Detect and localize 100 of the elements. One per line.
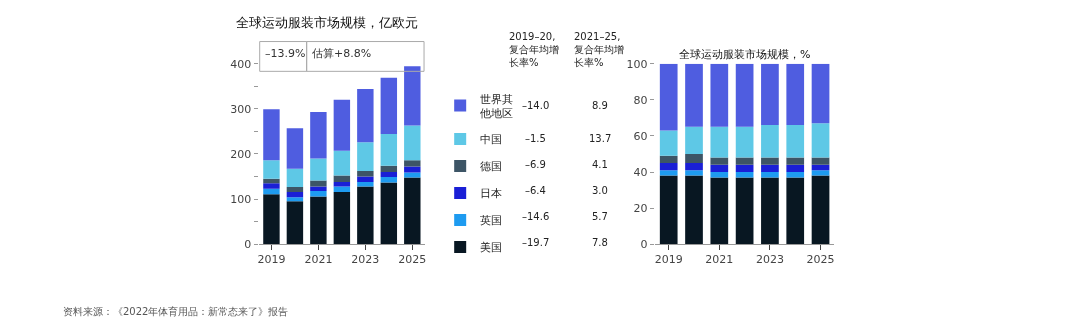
x-tick-label: 2023 [755,253,784,267]
text: 2021–25, 复合年均增长率% [574,31,624,68]
legend-label: 世界其他地区 [480,92,514,121]
x-tick-label: 2019 [654,253,683,267]
bar [786,157,805,165]
bar [286,201,304,245]
bar [357,186,374,245]
bar [286,128,304,169]
y-tick-label: 0 [244,238,252,252]
text: 13.7 [589,133,612,144]
text: 3.0 [592,185,608,196]
bar [761,63,779,126]
text: 4.1 [592,159,608,170]
bar [333,150,351,176]
bar [659,130,678,156]
bar [404,160,421,167]
bar [286,191,304,198]
text: –13.9% [265,47,306,60]
bar [380,165,398,173]
bar [710,63,729,127]
bar [710,172,729,178]
legend-label: 日本 [480,187,503,201]
bar [404,177,421,245]
x-tick-label: 2025 [806,253,835,267]
bar [380,134,398,166]
bar [263,183,280,189]
chart-title: 全球运动服装市场规模，% [679,48,811,61]
y-tick-label: 400 [230,57,252,71]
bar [811,123,830,158]
bar [735,177,754,245]
bar [286,186,304,192]
bar [685,170,703,176]
text: 7.8 [592,237,608,248]
bar [357,176,374,182]
legend-label: 英国 [480,214,503,228]
y-tick-label: 200 [230,147,252,161]
bar [710,157,729,165]
bar [735,126,754,158]
bar [286,168,304,187]
bar [685,126,703,154]
text: 估算+8.8% [312,47,372,60]
bar [761,157,779,165]
x-tick-label: 2023 [351,253,380,267]
y-tick-label: 20 [633,201,648,215]
bar [380,77,398,135]
text: –19.7 [522,237,550,248]
bar [310,196,327,245]
y-tick-label: 80 [633,93,648,107]
bar [811,170,830,176]
bar [685,153,703,163]
bar [286,197,304,202]
bar [263,188,280,195]
bar [404,66,421,126]
bar [263,109,280,161]
bar [786,63,805,126]
bar [310,158,327,181]
bar [404,172,421,178]
bar [761,164,779,173]
text: –1.5 [525,133,546,144]
bar [811,157,830,165]
bar [310,190,327,197]
bar [761,125,779,158]
y-tick-label: 300 [230,102,252,116]
x-tick-label: 2025 [398,253,427,267]
bar [735,157,754,165]
bar [357,171,374,177]
bar [685,63,703,127]
bar [380,182,398,245]
bar [735,164,754,173]
bar [786,172,805,178]
bar [710,164,729,173]
bar [380,176,398,183]
y-tick-label: 40 [633,165,648,179]
chart-title: 全球运动服装市场规模，亿欧元 [236,15,418,30]
bar [659,155,678,163]
bar [263,160,280,179]
text: 2019–20, 复合年均增长率% [509,31,559,68]
text: –14.6 [522,211,550,222]
bar [310,111,327,159]
x-tick-label: 2021 [304,253,333,267]
bar [710,177,729,245]
y-tick-label: 100 [230,192,252,206]
bar [786,177,805,245]
text: –6.9 [525,159,546,170]
bar [685,175,703,245]
bar [710,126,729,158]
text: 资料来源：《2022年体育用品：新常态来了》报告 [63,306,289,317]
legend-label: 美国 [480,241,503,255]
bar [357,88,374,143]
bar [811,175,830,245]
x-tick-label: 2019 [257,253,286,267]
x-tick-label: 2021 [705,253,734,267]
bar [659,175,678,245]
bar [357,142,374,172]
bar [761,177,779,245]
bar [380,172,398,177]
bar [659,162,678,171]
bar [659,170,678,176]
text: –14.0 [522,100,550,111]
bar [761,172,779,178]
